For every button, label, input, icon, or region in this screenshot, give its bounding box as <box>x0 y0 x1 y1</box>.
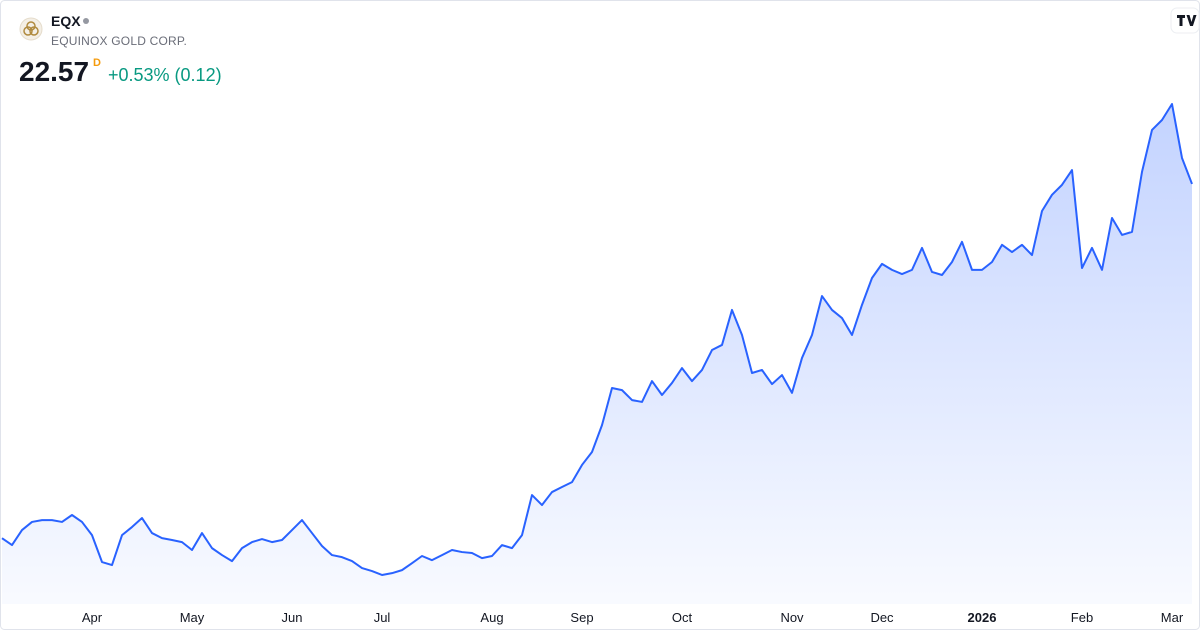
x-tick-label: Jun <box>282 610 303 625</box>
company-name: EQUINOX GOLD CORP. <box>51 34 187 48</box>
x-tick-label: Mar <box>1161 610 1184 625</box>
tv-badge <box>1170 7 1200 34</box>
x-tick-label: Feb <box>1071 610 1093 625</box>
interval: D <box>93 57 101 69</box>
x-tick-label: May <box>180 610 205 625</box>
x-tick-label: 2026 <box>968 610 997 625</box>
price-line <box>1 103 1193 576</box>
x-tick-label: Apr <box>82 610 103 625</box>
area-fill <box>2 104 1192 604</box>
plot-area <box>1 103 1193 604</box>
x-tick-label: Nov <box>780 610 804 625</box>
symbol: EQX <box>51 13 81 29</box>
x-tick-label: Jul <box>374 610 391 625</box>
logo-mark <box>29 26 39 36</box>
status-dot <box>83 18 89 24</box>
change: +0.53% (0.12) <box>108 65 222 85</box>
x-tick-label: Dec <box>870 610 894 625</box>
logo-mark <box>23 26 33 36</box>
tv-logo <box>1177 15 1197 26</box>
x-tick-label: Oct <box>672 610 693 625</box>
x-tick-label: Aug <box>480 610 503 625</box>
x-tick-label: Sep <box>570 610 593 625</box>
price: 22.57 <box>19 56 89 87</box>
logo-mark <box>26 21 36 31</box>
